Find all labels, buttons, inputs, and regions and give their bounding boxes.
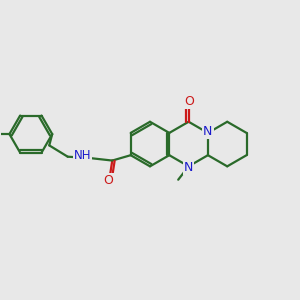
- Text: N: N: [203, 125, 213, 138]
- Text: NH: NH: [74, 149, 91, 162]
- Text: N: N: [184, 161, 193, 174]
- Text: O: O: [103, 174, 113, 187]
- Text: O: O: [184, 95, 194, 108]
